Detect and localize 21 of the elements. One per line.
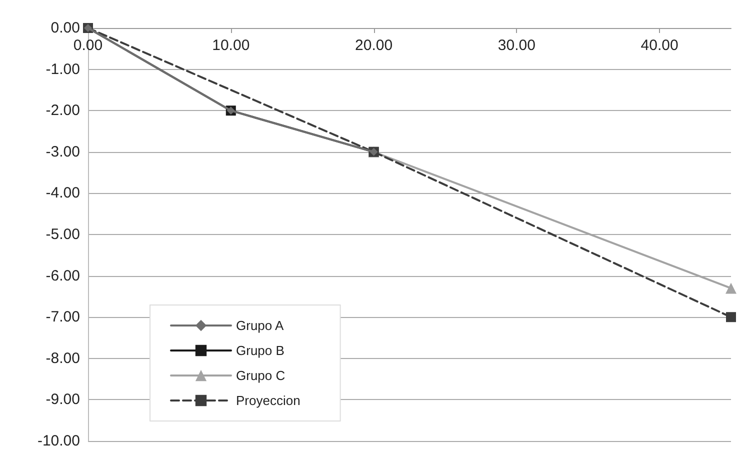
y-tick-label: -3.00 [46,143,80,160]
x-tick-label: 0.00 [73,37,103,54]
x-tick-label: 10.00 [212,37,250,54]
legend-label: Grupo C [236,368,286,383]
y-tick-label: -5.00 [46,226,80,243]
point [726,312,736,322]
y-tick-label: -8.00 [46,350,80,367]
y-tick-label: -4.00 [46,184,80,202]
y-tick-label: -2.00 [46,102,80,120]
y-tick-label: -7.00 [46,308,80,326]
x-tick-label: 40.00 [640,37,678,54]
legend-label: Proyeccion [236,393,300,408]
x-tick-label: 20.00 [355,37,393,54]
y-tick-label: -1.00 [46,60,80,78]
legend-label: Grupo A [236,318,284,333]
y-tick-label: 0.00 [50,20,80,36]
y-tick-label: -9.00 [46,391,80,408]
y-tick-label: -10.00 [37,432,80,450]
y-tick-label: -6.00 [46,267,80,284]
legend-label: Grupo B [236,343,284,358]
x-tick-label: 30.00 [498,37,536,54]
